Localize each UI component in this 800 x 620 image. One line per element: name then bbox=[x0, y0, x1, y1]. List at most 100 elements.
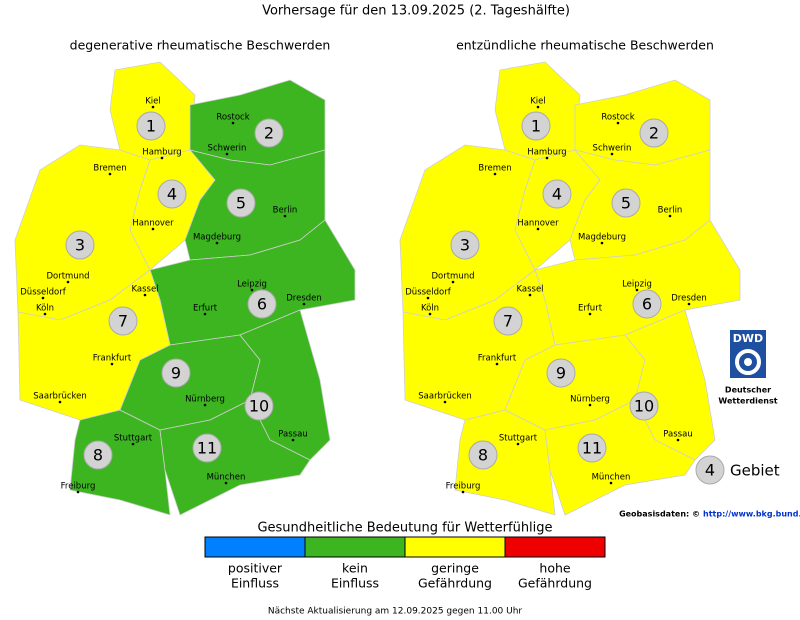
city-dot bbox=[461, 490, 465, 494]
region-number: 9 bbox=[171, 364, 181, 383]
city-label: Hannover bbox=[132, 219, 174, 229]
city-label: Rostock bbox=[601, 113, 634, 123]
region-key-circle bbox=[695, 455, 725, 485]
city-dot bbox=[110, 362, 114, 366]
city-label: Magdeburg bbox=[193, 233, 241, 243]
region-number: 2 bbox=[649, 124, 659, 143]
region-circle bbox=[254, 118, 284, 148]
city-label: Rostock bbox=[216, 113, 249, 123]
city-label: Leipzig bbox=[622, 280, 652, 290]
city-dot bbox=[428, 312, 432, 316]
region-circle bbox=[493, 306, 523, 336]
region-circle bbox=[639, 118, 669, 148]
city-label: Kiel bbox=[145, 97, 161, 107]
logo-box bbox=[730, 330, 766, 378]
legend-label: Gefährdung bbox=[418, 576, 492, 591]
region-number: 11 bbox=[582, 439, 602, 458]
legend-swatch bbox=[504, 536, 606, 558]
city-dot bbox=[687, 302, 691, 306]
dwd-logo: DWD Deutscher Wetterdienst bbox=[718, 330, 778, 406]
legend-label: Einfluss bbox=[331, 576, 379, 591]
region-number: 9 bbox=[556, 364, 566, 383]
city-dot bbox=[610, 152, 614, 156]
city-label: Frankfurt bbox=[478, 354, 517, 364]
city-dot bbox=[160, 156, 164, 160]
region-circle bbox=[83, 440, 113, 470]
region-number: 5 bbox=[236, 194, 246, 213]
region-circle bbox=[136, 111, 166, 141]
region bbox=[544, 399, 696, 516]
city-dot bbox=[58, 400, 62, 404]
city-label: Kiel bbox=[530, 97, 546, 107]
region-number: 3 bbox=[460, 236, 470, 255]
city-dot bbox=[151, 105, 155, 109]
logo-swirl-core bbox=[744, 358, 752, 366]
city-label: Düsseldorf bbox=[405, 288, 451, 298]
region-circle bbox=[161, 358, 191, 388]
city-label: Schwerin bbox=[593, 144, 632, 154]
city-label: Erfurt bbox=[578, 304, 603, 314]
city-dot bbox=[635, 288, 639, 292]
city-label: Kassel bbox=[131, 285, 158, 295]
city-label: Köln bbox=[36, 304, 54, 314]
city-dot bbox=[609, 481, 613, 485]
city-dot bbox=[283, 214, 287, 218]
region-circle bbox=[192, 433, 222, 463]
city-dot bbox=[676, 438, 680, 442]
city-label: Köln bbox=[421, 304, 439, 314]
city-dot bbox=[76, 490, 80, 494]
city-dot bbox=[66, 280, 70, 284]
city-dot bbox=[225, 152, 229, 156]
region-circle bbox=[542, 179, 572, 209]
legend-label: Einfluss bbox=[231, 576, 279, 591]
city-label: Berlin bbox=[273, 206, 298, 216]
region-number: 4 bbox=[167, 185, 177, 204]
region-key-label: Gebiet bbox=[730, 462, 780, 480]
region-number: 10 bbox=[634, 397, 654, 416]
region-number: 1 bbox=[146, 117, 156, 136]
city-dot bbox=[588, 312, 592, 316]
city-dot bbox=[545, 156, 549, 160]
region-circle bbox=[157, 179, 187, 209]
legend-label: Gefährdung bbox=[518, 576, 592, 591]
legend-label: kein bbox=[342, 561, 368, 576]
region-number: 3 bbox=[75, 236, 85, 255]
source-link[interactable]: http://www.bkg.bund.de bbox=[703, 510, 800, 519]
city-dot bbox=[426, 296, 430, 300]
city-label: München bbox=[592, 473, 631, 483]
city-dot bbox=[600, 241, 604, 245]
city-label: Leipzig bbox=[237, 280, 267, 290]
city-label: Schwerin bbox=[208, 144, 247, 154]
region bbox=[109, 61, 196, 161]
region-circle bbox=[577, 433, 607, 463]
city-dot bbox=[443, 400, 447, 404]
legend-swatch bbox=[204, 536, 306, 558]
region-circle bbox=[521, 111, 551, 141]
city-label: Hannover bbox=[517, 219, 559, 229]
region-number: 11 bbox=[197, 439, 217, 458]
city-label: Kassel bbox=[516, 285, 543, 295]
region-number: 5 bbox=[621, 194, 631, 213]
city-dot bbox=[215, 241, 219, 245]
city-label: Dortmund bbox=[46, 272, 89, 282]
map-subtitle: entzündliche rheumatische Beschwerden bbox=[456, 38, 714, 53]
title: Vorhersage für den 13.09.2025 (2. Tagesh… bbox=[262, 4, 570, 19]
city-label: Frankfurt bbox=[93, 354, 132, 364]
logo-swirl bbox=[735, 349, 761, 375]
map-subtitle: degenerative rheumatische Beschwerden bbox=[70, 38, 331, 53]
region-circle bbox=[611, 188, 641, 218]
region-number: 6 bbox=[642, 295, 652, 314]
city-dot bbox=[143, 293, 147, 297]
city-dot bbox=[203, 312, 207, 316]
city-dot bbox=[250, 288, 254, 292]
legend-swatch bbox=[304, 536, 406, 558]
city-dot bbox=[451, 280, 455, 284]
region-circle bbox=[450, 230, 480, 260]
city-label: Saarbrücken bbox=[418, 392, 472, 402]
city-label: Magdeburg bbox=[578, 233, 626, 243]
city-label: Nürnberg bbox=[185, 395, 225, 405]
region-circle bbox=[226, 188, 256, 218]
city-label: Stuttgart bbox=[114, 434, 153, 444]
city-dot bbox=[108, 172, 112, 176]
